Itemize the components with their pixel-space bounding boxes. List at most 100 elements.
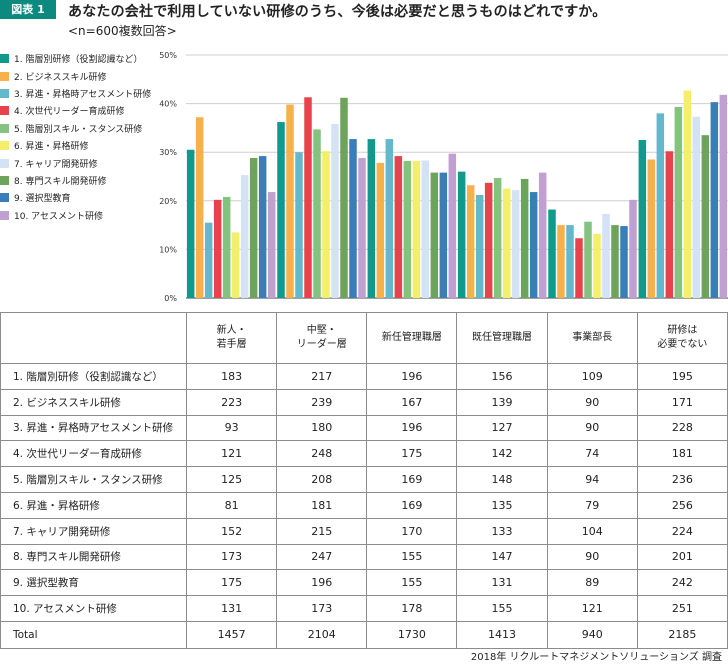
table-cell: 173: [185, 543, 278, 571]
table-cell: 242: [636, 569, 728, 597]
table-cell: 170: [366, 517, 458, 545]
bar: [313, 129, 321, 298]
bar: [529, 192, 538, 298]
bar: [331, 124, 339, 299]
table-cell: 155: [366, 543, 458, 571]
bar: [566, 225, 574, 298]
bar: [394, 156, 403, 298]
table-cell: 139: [456, 388, 548, 416]
bar: [439, 172, 448, 298]
legend-swatch: [0, 106, 9, 116]
bar: [412, 160, 421, 298]
bar: [656, 113, 665, 298]
y-tick-label: 10%: [159, 245, 177, 254]
table-cell: 133: [456, 517, 548, 545]
table-cell: 169: [366, 491, 458, 519]
table-cell: 125: [185, 466, 278, 493]
bar: [403, 160, 412, 298]
table-total-row: Total 1457 2104 1730 1413 940 2185: [0, 620, 728, 649]
table-cell: 142: [456, 440, 548, 468]
column-header-text: 既任管理職層: [472, 332, 533, 343]
legend-swatch: [0, 210, 9, 220]
legend-label: 1. 階層別研修（役割認識など）: [14, 55, 143, 66]
table-row: 7. キャリア開発研修 152 215 170 133 104 224: [0, 517, 728, 545]
table-cell: 175: [185, 569, 278, 597]
table-cell: 94: [546, 466, 638, 493]
table-cell: 173: [276, 595, 368, 622]
bar: [367, 139, 376, 298]
row-label: 9. 選択型教育: [0, 569, 187, 597]
bar: [701, 135, 710, 298]
table-cell: 131: [185, 595, 278, 622]
bar: [683, 90, 692, 298]
legend-item: 2. ビジネススキル研修: [0, 67, 178, 84]
bar: [538, 172, 547, 298]
table-cell: 148: [456, 466, 548, 493]
bar: [511, 190, 520, 298]
table-cell: 251: [636, 595, 728, 622]
bar: [502, 188, 511, 298]
table-cell: 90: [546, 388, 638, 416]
bar: [204, 222, 213, 298]
table-cell: 247: [276, 543, 368, 571]
y-tick-label: 20%: [159, 197, 177, 206]
table-cell: 90: [546, 543, 638, 571]
bar: [195, 117, 204, 298]
row-label: 5. 階層別スキル・スタンス研修: [0, 466, 187, 493]
bar: [385, 139, 394, 298]
column-header-text: 若手層: [216, 339, 247, 350]
legend-swatch: [0, 54, 9, 64]
table-column-header: 既任管理職層: [456, 312, 548, 364]
bar: [304, 97, 312, 298]
figure-badge: 図表 1: [0, 0, 56, 19]
table-cell: 169: [366, 466, 458, 493]
bar: [186, 149, 195, 298]
row-label: 6. 昇進・昇格研修: [0, 491, 187, 519]
bar: [611, 225, 619, 298]
column-header-text: 新人・: [216, 325, 247, 336]
table-cell: 256: [636, 491, 728, 519]
legend-label: 6. 昇進・昇格研修: [14, 142, 89, 153]
bar: [349, 139, 357, 298]
bar: [457, 171, 466, 298]
table-cell: 79: [546, 491, 638, 519]
table-cell: 2104: [276, 620, 368, 649]
row-label: Total: [0, 620, 187, 649]
bar: [557, 225, 565, 298]
table-cell: 121: [546, 595, 638, 622]
chart-subtitle: <n=600複数回答>: [68, 24, 177, 38]
bar: [340, 97, 348, 298]
table-row: 3. 昇進・昇格時アセスメント研修 93 180 196 127 90 228: [0, 414, 728, 442]
legend-swatch: [0, 158, 9, 168]
legend-item: 8. 専門スキル開発研修: [0, 172, 178, 189]
legend-label: 8. 専門スキル開発研修: [14, 176, 107, 187]
table-header-corner: [0, 312, 187, 364]
legend-item: 9. 選択型教育: [0, 189, 178, 206]
table-cell: 175: [366, 440, 458, 468]
table-cell: 171: [636, 388, 728, 416]
bar: [258, 156, 267, 298]
bar: [213, 199, 222, 298]
table-cell: 90: [546, 414, 638, 442]
bar: [448, 153, 457, 298]
table-row: 4. 次世代リーダー育成研修 121 248 175 142 74 181: [0, 440, 728, 468]
table-cell: 236: [636, 466, 728, 493]
y-tick-label: 50%: [159, 51, 177, 60]
table-cell: 147: [456, 543, 548, 571]
table-row: 5. 階層別スキル・スタンス研修 125 208 169 148 94 236: [0, 466, 728, 493]
table-cell: 248: [276, 440, 368, 468]
bar: [520, 178, 529, 298]
bar: [493, 177, 502, 298]
row-label: 10. アセスメント研修: [0, 595, 187, 622]
table-row: 9. 選択型教育 175 196 155 131 89 242: [0, 569, 728, 597]
data-table: 新人・ 若手層 中堅・ リーダー層 新任管理職層 既任管理職層 事業部長 研修は 必要でない 1…: [0, 312, 728, 649]
table-cell: 183: [185, 363, 278, 390]
bar: [593, 233, 601, 298]
bar: [692, 116, 701, 298]
bar: [240, 175, 249, 298]
row-label: 2. ビジネススキル研修: [0, 388, 187, 416]
row-label: 7. キャリア開発研修: [0, 517, 187, 545]
bar: [638, 140, 647, 298]
bar: [277, 122, 285, 299]
bar: [602, 213, 610, 298]
